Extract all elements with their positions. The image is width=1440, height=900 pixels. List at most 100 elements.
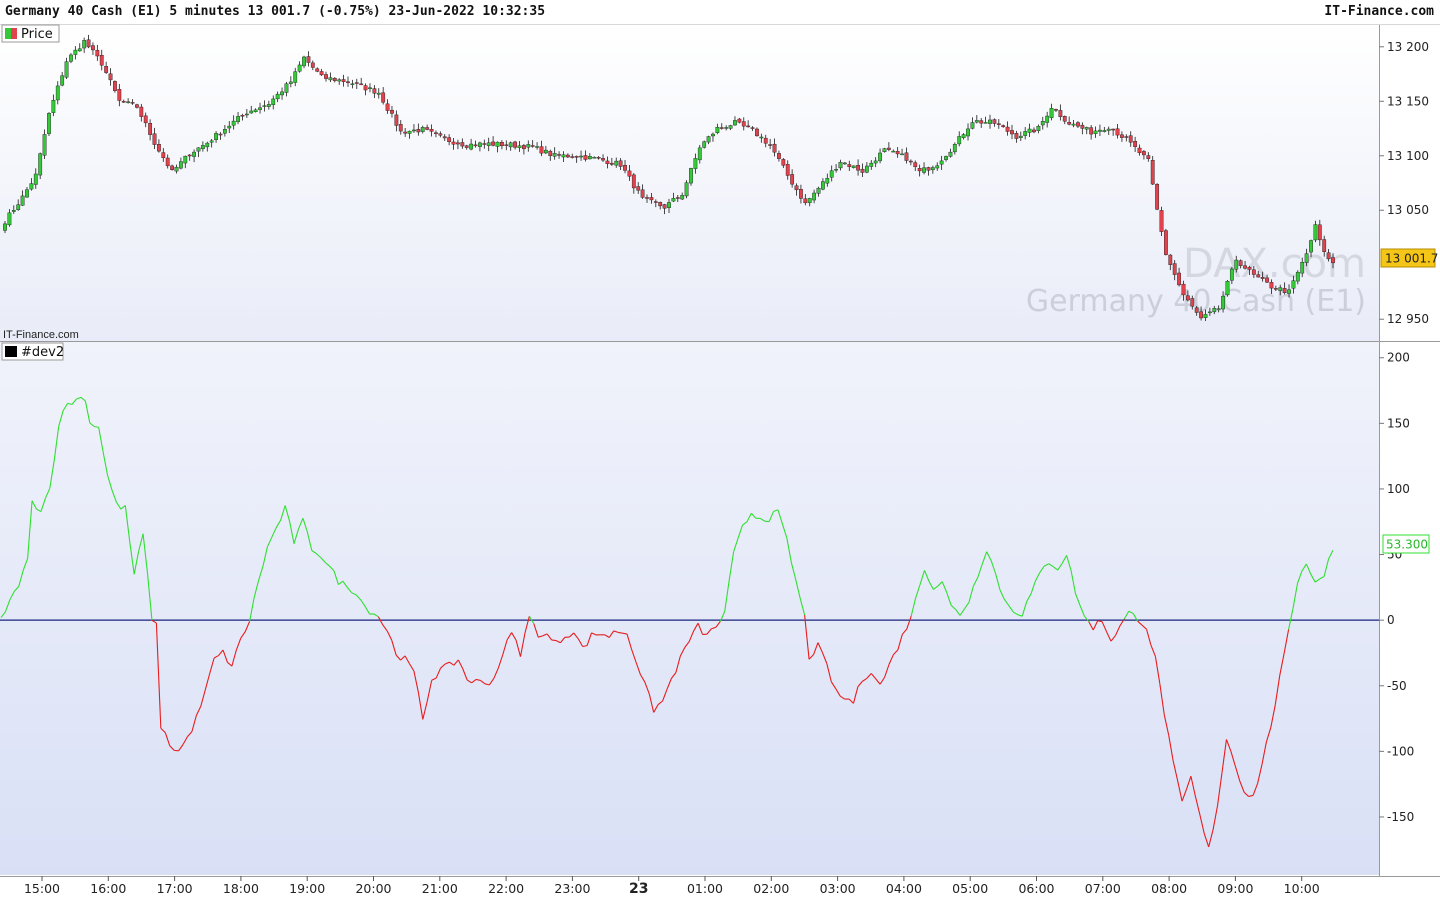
- dev2-segment: [697, 622, 704, 635]
- candle: [869, 159, 874, 170]
- candle: [117, 83, 122, 107]
- candle: [1080, 122, 1085, 135]
- dev2-segment: [551, 639, 557, 642]
- candle: [73, 46, 78, 60]
- candle: [394, 110, 399, 132]
- dev2-segment: [227, 661, 233, 667]
- dev2-segment: [1035, 572, 1041, 581]
- dev2-segment: [648, 693, 655, 713]
- candle: [1071, 119, 1076, 128]
- dev2-segment: [728, 551, 735, 581]
- candle: [1067, 116, 1072, 126]
- candle: [91, 42, 95, 55]
- candle: [139, 103, 144, 122]
- dev2-segment: [711, 626, 717, 630]
- price-legend-label: Price: [21, 27, 53, 42]
- indicator-tick-label: 100: [1387, 482, 1410, 496]
- candle: [170, 164, 174, 171]
- dev2-segment: [719, 611, 726, 622]
- candle: [1040, 116, 1045, 130]
- dev2-segment: [675, 656, 681, 673]
- candle: [807, 197, 812, 207]
- dev2-segment: [964, 602, 970, 610]
- candle: [513, 140, 517, 150]
- source-label: IT-Finance.com: [3, 329, 79, 341]
- candle: [456, 139, 460, 150]
- candle: [627, 165, 632, 181]
- candle: [565, 153, 570, 158]
- candle: [552, 147, 557, 160]
- dev2-segment: [346, 587, 353, 594]
- dev2-segment: [333, 570, 339, 585]
- brand-link[interactable]: IT-Finance.com: [1324, 4, 1434, 19]
- candle: [948, 148, 953, 158]
- candle: [530, 140, 535, 148]
- dev2-segment: [80, 396, 86, 402]
- dev2-segment: [373, 613, 379, 618]
- dev2-segment: [1301, 563, 1307, 572]
- indicator-legend[interactable]: #dev2: [1, 342, 64, 361]
- dev2-segment: [178, 744, 184, 752]
- dev2-segment: [1168, 735, 1174, 761]
- candle: [231, 115, 236, 130]
- dev2-segment: [688, 630, 695, 642]
- candle: [1300, 257, 1305, 278]
- time-tick-label: 01:00: [687, 881, 723, 896]
- title-bar: Germany 40 Cash (E1) 5 minutes 13 001.7 …: [0, 0, 1440, 25]
- dev2-segment: [524, 616, 530, 634]
- dev2-segment: [120, 504, 126, 510]
- candle: [517, 141, 522, 152]
- indicator-tick-label: -50: [1387, 679, 1407, 693]
- price-axis: 13 200 13 150 13 100 13 050 12 950: [1379, 40, 1429, 326]
- dev2-segment: [1208, 829, 1214, 848]
- dev2-segment: [426, 680, 433, 702]
- candle: [574, 155, 579, 163]
- dev2-segment: [1008, 605, 1014, 613]
- candle: [895, 147, 900, 158]
- dev2-segment: [666, 678, 672, 690]
- dev2-segment: [1030, 580, 1037, 594]
- candle: [165, 154, 170, 169]
- dev2-segment: [146, 573, 153, 621]
- candle: [253, 108, 258, 113]
- candle: [680, 192, 685, 201]
- dev2-segment: [706, 628, 712, 635]
- dev2-segment: [293, 528, 300, 544]
- candle: [464, 144, 469, 150]
- candle: [20, 190, 25, 206]
- candle: [438, 131, 443, 138]
- candle: [908, 159, 913, 166]
- candle: [227, 121, 232, 134]
- candle: [209, 138, 214, 148]
- candle: [1155, 183, 1160, 211]
- candle: [658, 201, 663, 210]
- candle: [47, 112, 51, 136]
- dev2-segment: [630, 648, 637, 663]
- candle: [579, 150, 583, 161]
- candle: [1058, 104, 1063, 121]
- time-tick-label: 23: [629, 881, 648, 897]
- dev2-segment: [591, 632, 597, 636]
- candle: [1238, 259, 1243, 269]
- candle: [649, 193, 654, 204]
- candle: [363, 83, 368, 96]
- candle: [662, 203, 667, 215]
- indicator-tick-label: 200: [1387, 351, 1410, 365]
- candle: [689, 167, 693, 186]
- price-legend[interactable]: Price: [1, 24, 60, 43]
- candle: [328, 72, 333, 82]
- candle: [486, 137, 491, 152]
- indicator-panel[interactable]: [0, 342, 1379, 875]
- candle: [1142, 149, 1146, 160]
- time-tick-label: 16:00: [90, 881, 126, 896]
- candle: [1146, 152, 1151, 162]
- candle: [878, 148, 882, 164]
- dev2-segment: [36, 508, 42, 513]
- candle: [992, 118, 997, 127]
- time-tick-label: 23:00: [554, 881, 590, 896]
- dev2-segment: [746, 512, 752, 523]
- candle: [1001, 124, 1006, 128]
- candle: [772, 138, 777, 157]
